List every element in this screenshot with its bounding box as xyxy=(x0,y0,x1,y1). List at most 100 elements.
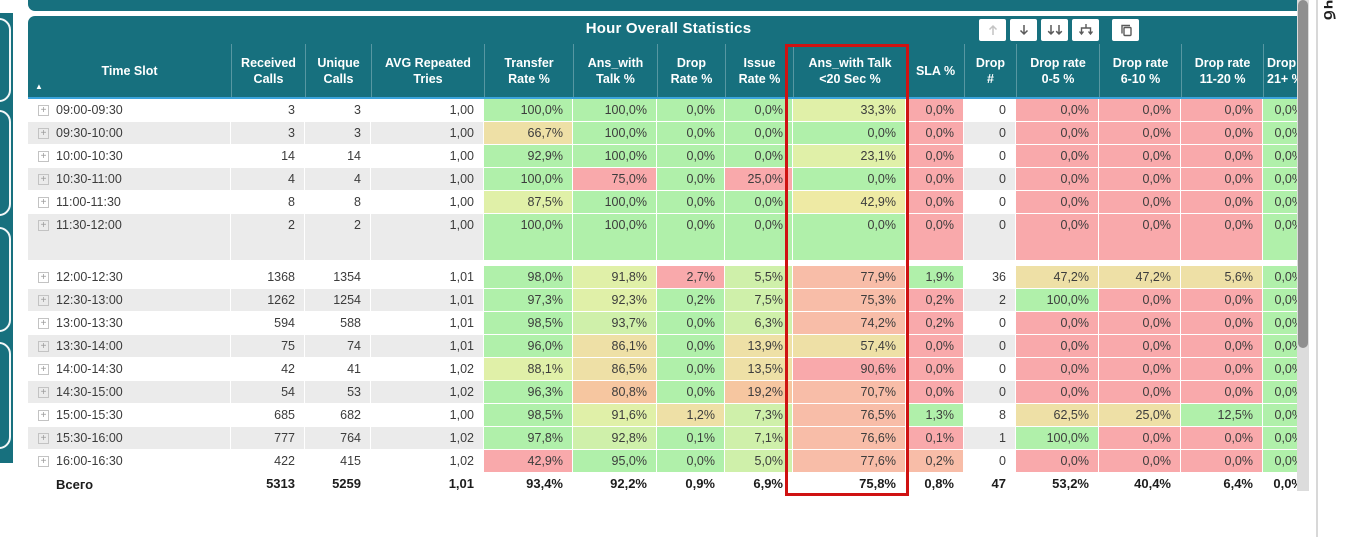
cell-avg-repeated-tries[interactable]: 1,00 xyxy=(371,122,484,145)
cell-drop-rate-0-5[interactable]: 0,0% xyxy=(1016,450,1099,473)
col-header-transfer-rate[interactable]: Transfer Rate % xyxy=(484,44,573,97)
cell-sla[interactable]: 0,2% xyxy=(906,312,964,335)
drill-up-button[interactable] xyxy=(979,19,1006,41)
cell-issue-rate[interactable]: 13,9% xyxy=(725,335,793,358)
cell-ans-with-talk-20sec[interactable]: 76,5% xyxy=(793,404,906,427)
cell-drop-rate-11-20[interactable]: 5,6% xyxy=(1181,266,1263,289)
cell-transfer-rate[interactable]: 87,5% xyxy=(484,191,573,214)
col-header-avg-repeated-tries[interactable]: AVG Repeated Tries xyxy=(371,44,484,97)
cell-ans-with-talk[interactable]: 93,7% xyxy=(573,312,657,335)
col-header-sla[interactable]: SLA % xyxy=(906,44,964,97)
cell-ans-with-talk[interactable]: 75,0% xyxy=(573,168,657,191)
cell-transfer-rate[interactable]: 96,3% xyxy=(484,381,573,404)
cell-avg-repeated-tries[interactable]: 1,00 xyxy=(371,145,484,168)
cell-drop-rate[interactable]: 0,0% xyxy=(657,335,725,358)
cell-sla[interactable]: 0,0% xyxy=(906,191,964,214)
vertical-scrollbar[interactable] xyxy=(1297,0,1309,491)
cell-drop-rate-6-10[interactable]: 47,2% xyxy=(1099,266,1181,289)
cell-drop-rate-11-20[interactable]: 6,4% xyxy=(1181,473,1263,496)
cell-drop-rate[interactable]: 0,0% xyxy=(657,168,725,191)
cell-ans-with-talk-20sec[interactable]: 23,1% xyxy=(793,145,906,168)
cell-drop-rate-6-10[interactable]: 0,0% xyxy=(1099,214,1181,261)
cell-drop-rate[interactable]: 0,0% xyxy=(657,358,725,381)
cell-ans-with-talk[interactable]: 86,1% xyxy=(573,335,657,358)
left-pill-button[interactable] xyxy=(0,110,11,216)
col-header-drop-rate-6-10[interactable]: Drop rate 6-10 % xyxy=(1099,44,1181,97)
cell-ans-with-talk-20sec[interactable]: 33,3% xyxy=(793,99,906,122)
cell-avg-repeated-tries[interactable]: 1,01 xyxy=(371,335,484,358)
cell-unique-calls[interactable]: 3 xyxy=(305,122,371,145)
cell-transfer-rate[interactable]: 100,0% xyxy=(484,214,573,261)
cell-ans-with-talk[interactable]: 80,8% xyxy=(573,381,657,404)
cell-ans-with-talk[interactable]: 86,5% xyxy=(573,358,657,381)
cell-drop-rate-0-5[interactable]: 0,0% xyxy=(1016,99,1099,122)
cell-drop-rate-0-5[interactable]: 0,0% xyxy=(1016,312,1099,335)
expand-icon[interactable]: + xyxy=(38,433,49,444)
cell-drop-rate-6-10[interactable]: 0,0% xyxy=(1099,450,1181,473)
cell-received-calls[interactable]: 2 xyxy=(231,214,305,261)
cell-drop-rate[interactable]: 0,0% xyxy=(657,450,725,473)
cell-drop-rate-11-20[interactable]: 0,0% xyxy=(1181,427,1263,450)
expand-all-button[interactable] xyxy=(1072,19,1099,41)
cell-avg-repeated-tries[interactable]: 1,00 xyxy=(371,214,484,261)
cell-issue-rate[interactable]: 7,1% xyxy=(725,427,793,450)
expand-icon[interactable]: + xyxy=(38,197,49,208)
col-header-issue-rate[interactable]: Issue Rate % xyxy=(725,44,793,97)
cell-unique-calls[interactable]: 1354 xyxy=(305,266,371,289)
cell-time-slot[interactable]: +15:00-15:30 xyxy=(28,404,231,427)
cell-drop-rate-11-20[interactable]: 0,0% xyxy=(1181,99,1263,122)
cell-ans-with-talk-20sec[interactable]: 42,9% xyxy=(793,191,906,214)
cell-transfer-rate[interactable]: 42,9% xyxy=(484,450,573,473)
cell-ans-with-talk[interactable]: 91,8% xyxy=(573,266,657,289)
left-pill-button[interactable] xyxy=(0,227,11,332)
cell-drop-rate-0-5[interactable]: 0,0% xyxy=(1016,145,1099,168)
cell-drop-rate[interactable]: 0,0% xyxy=(657,191,725,214)
cell-sla[interactable]: 0,0% xyxy=(906,335,964,358)
cell-time-slot[interactable]: +11:00-11:30 xyxy=(28,191,231,214)
cell-unique-calls[interactable]: 2 xyxy=(305,214,371,261)
cell-drop-count[interactable]: 0 xyxy=(964,381,1016,404)
cell-unique-calls[interactable]: 41 xyxy=(305,358,371,381)
cell-drop-count[interactable]: 47 xyxy=(964,473,1016,496)
cell-ans-with-talk[interactable]: 100,0% xyxy=(573,191,657,214)
cell-drop-rate[interactable]: 1,2% xyxy=(657,404,725,427)
col-header-ans-with-talk-20sec[interactable]: Ans_with Talk <20 Sec % xyxy=(793,44,906,97)
cell-issue-rate[interactable]: 5,0% xyxy=(725,450,793,473)
scrollbar-thumb[interactable] xyxy=(1298,0,1308,348)
cell-drop-rate-11-20[interactable]: 0,0% xyxy=(1181,145,1263,168)
col-header-drop-rate-0-5[interactable]: Drop rate 0-5 % xyxy=(1016,44,1099,97)
cell-time-slot[interactable]: +11:30-12:00 xyxy=(28,214,231,261)
cell-ans-with-talk-20sec[interactable]: 0,0% xyxy=(793,168,906,191)
cell-drop-rate-0-5[interactable]: 0,0% xyxy=(1016,168,1099,191)
cell-drop-count[interactable]: 2 xyxy=(964,289,1016,312)
cell-issue-rate[interactable]: 7,5% xyxy=(725,289,793,312)
cell-avg-repeated-tries[interactable]: 1,01 xyxy=(371,289,484,312)
cell-drop-rate-11-20[interactable]: 0,0% xyxy=(1181,358,1263,381)
col-header-received-calls[interactable]: Received Calls xyxy=(231,44,305,97)
cell-unique-calls[interactable]: 3 xyxy=(305,99,371,122)
cell-transfer-rate[interactable]: 92,9% xyxy=(484,145,573,168)
cell-drop-rate-6-10[interactable]: 0,0% xyxy=(1099,335,1181,358)
cell-ans-with-talk-20sec[interactable]: 90,6% xyxy=(793,358,906,381)
cell-avg-repeated-tries[interactable]: 1,02 xyxy=(371,427,484,450)
cell-received-calls[interactable]: 685 xyxy=(231,404,305,427)
cell-received-calls[interactable]: 14 xyxy=(231,145,305,168)
expand-icon[interactable]: + xyxy=(38,387,49,398)
cell-drop-rate-0-5[interactable]: 62,5% xyxy=(1016,404,1099,427)
cell-sla[interactable]: 0,0% xyxy=(906,168,964,191)
cell-time-slot[interactable]: +12:00-12:30 xyxy=(28,266,231,289)
cell-issue-rate[interactable]: 6,3% xyxy=(725,312,793,335)
cell-drop-rate[interactable]: 0,2% xyxy=(657,289,725,312)
cell-unique-calls[interactable]: 8 xyxy=(305,191,371,214)
cell-drop-rate-21plus[interactable]: 0,0% xyxy=(1263,473,1309,496)
cell-drop-rate-6-10[interactable]: 0,0% xyxy=(1099,191,1181,214)
cell-received-calls[interactable]: 4 xyxy=(231,168,305,191)
cell-ans-with-talk[interactable]: 100,0% xyxy=(573,122,657,145)
expand-icon[interactable]: + xyxy=(38,128,49,139)
cell-sla[interactable]: 0,0% xyxy=(906,381,964,404)
cell-sla[interactable]: 0,8% xyxy=(906,473,964,496)
cell-time-slot[interactable]: +15:30-16:00 xyxy=(28,427,231,450)
cell-received-calls[interactable]: 777 xyxy=(231,427,305,450)
expand-icon[interactable]: + xyxy=(38,272,49,283)
cell-time-slot[interactable]: +13:30-14:00 xyxy=(28,335,231,358)
